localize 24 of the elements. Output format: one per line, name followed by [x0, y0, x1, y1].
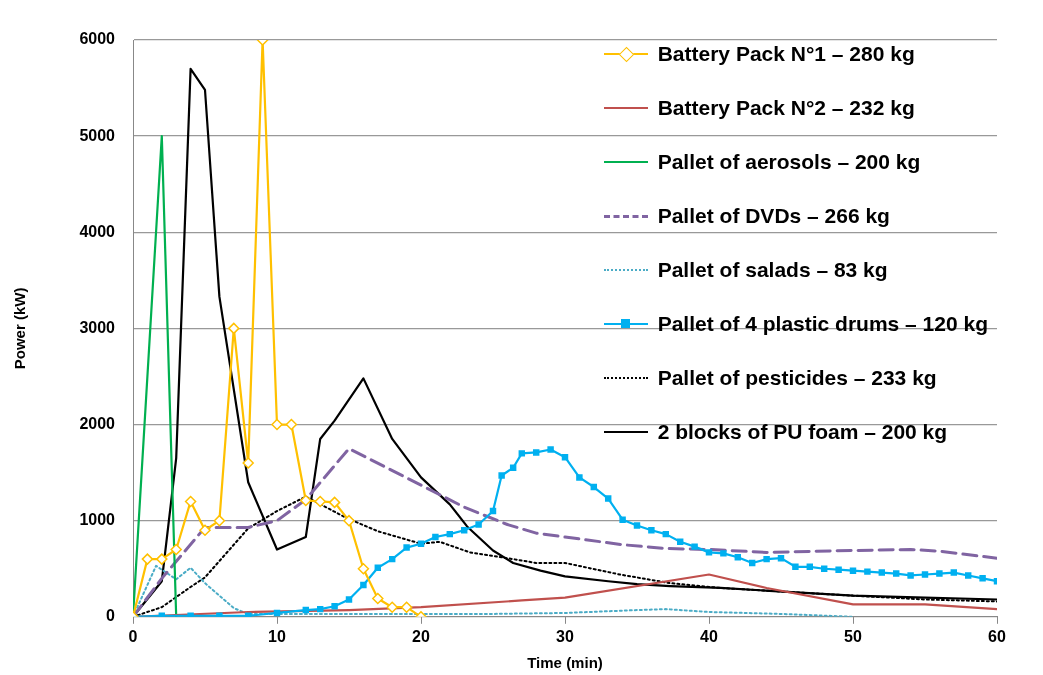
x-tick-label: 50 [844, 627, 862, 645]
x-axis-title: Time (min) [527, 654, 603, 672]
x-tick-label: 40 [700, 627, 718, 645]
legend-label: Pallet of pesticides – 233 kg [657, 366, 937, 390]
y-axis-title: Power (kW) [11, 287, 29, 370]
legend-label: Pallet of salads – 83 kg [657, 258, 888, 282]
legend-label: Pallet of 4 plastic drums – 120 kg [657, 312, 988, 336]
y-tick-label: 6000 [79, 30, 116, 48]
x-tick-label: 60 [988, 627, 1006, 645]
legend-label: Pallet of DVDs – 266 kg [657, 204, 890, 228]
legend-label: Pallet of aerosols – 200 kg [657, 150, 921, 174]
legend-label: Battery Pack N°2 – 232 kg [657, 96, 915, 120]
y-tick-label: 0 [106, 607, 116, 625]
legend-label: Battery Pack N°1 – 280 kg [657, 42, 915, 66]
y-tick-label: 2000 [79, 414, 116, 432]
y-tick-label: 3000 [79, 318, 116, 336]
x-tick-label: 0 [128, 627, 138, 645]
y-tick-label: 1000 [79, 511, 116, 529]
x-tick-label: 10 [268, 627, 286, 645]
y-tick-label: 5000 [79, 126, 116, 144]
legend-label: 2 blocks of PU foam – 200 kg [657, 420, 948, 444]
y-tick-label: 4000 [79, 222, 116, 240]
x-tick-label: 30 [556, 627, 574, 645]
x-tick-label: 20 [412, 627, 430, 645]
